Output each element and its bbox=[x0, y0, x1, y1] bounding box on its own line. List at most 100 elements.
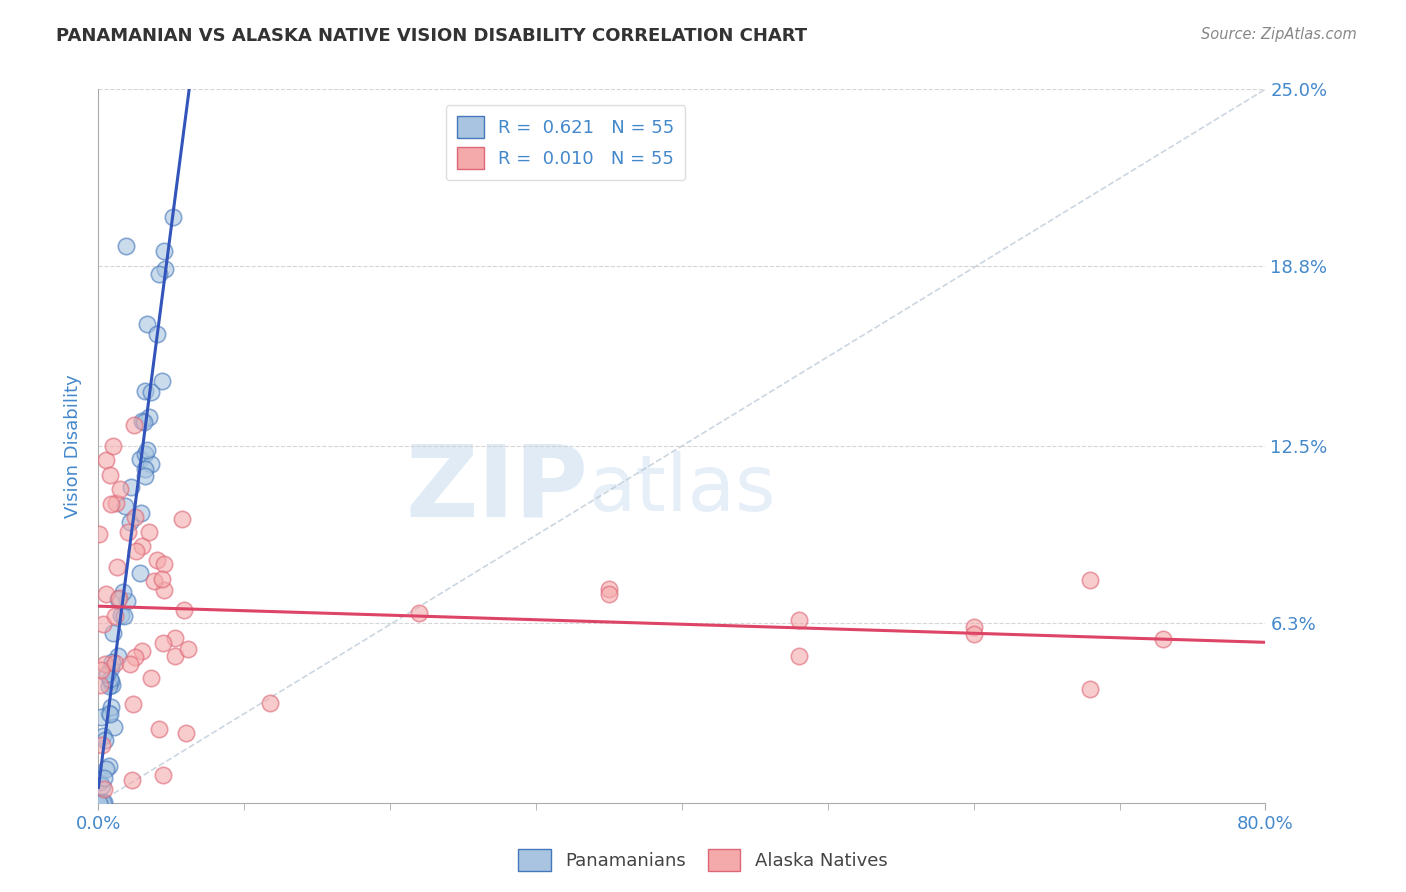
Point bbox=[150, 572, 173, 586]
Point bbox=[87, 796, 110, 810]
Point bbox=[146, 553, 169, 567]
Point bbox=[101, 439, 124, 453]
Point bbox=[98, 679, 121, 693]
Point bbox=[101, 678, 124, 692]
Point bbox=[134, 415, 156, 429]
Point bbox=[90, 664, 112, 678]
Point bbox=[96, 587, 118, 601]
Point bbox=[598, 587, 620, 601]
Point bbox=[162, 210, 184, 224]
Point bbox=[93, 795, 115, 809]
Point bbox=[104, 657, 127, 671]
Point bbox=[962, 627, 984, 641]
Point bbox=[174, 725, 197, 739]
Point bbox=[93, 657, 115, 671]
Point bbox=[1152, 632, 1174, 647]
Point bbox=[150, 374, 173, 388]
Point bbox=[129, 566, 152, 581]
Point bbox=[91, 779, 114, 793]
Point bbox=[173, 603, 195, 617]
Point bbox=[120, 515, 142, 529]
Point bbox=[103, 625, 125, 640]
Text: atlas: atlas bbox=[589, 450, 776, 527]
Point bbox=[259, 697, 281, 711]
Legend: Panamanians, Alaska Natives: Panamanians, Alaska Natives bbox=[512, 842, 894, 879]
Point bbox=[98, 672, 121, 686]
Point bbox=[90, 709, 112, 723]
Point bbox=[89, 796, 111, 810]
Point bbox=[163, 632, 186, 646]
Point bbox=[114, 499, 136, 513]
Point bbox=[110, 482, 132, 496]
Point bbox=[97, 758, 120, 772]
Point bbox=[136, 443, 159, 458]
Point bbox=[115, 594, 138, 608]
Point bbox=[138, 524, 160, 539]
Point bbox=[787, 649, 810, 664]
Point bbox=[134, 462, 156, 476]
Point bbox=[787, 613, 810, 627]
Point bbox=[172, 512, 194, 526]
Point bbox=[131, 643, 153, 657]
Point bbox=[134, 448, 156, 462]
Point bbox=[91, 729, 114, 743]
Point bbox=[124, 510, 146, 524]
Point bbox=[89, 678, 111, 692]
Point bbox=[98, 467, 121, 482]
Point bbox=[153, 557, 176, 571]
Y-axis label: Vision Disability: Vision Disability bbox=[65, 374, 83, 518]
Point bbox=[135, 317, 157, 331]
Point bbox=[138, 410, 160, 425]
Point bbox=[107, 592, 129, 607]
Text: ZIP: ZIP bbox=[406, 441, 589, 537]
Point bbox=[96, 762, 118, 776]
Point bbox=[112, 608, 135, 623]
Point bbox=[89, 775, 111, 789]
Point bbox=[134, 469, 156, 483]
Point bbox=[408, 606, 430, 620]
Point bbox=[117, 524, 139, 539]
Point bbox=[139, 458, 162, 472]
Point bbox=[94, 453, 117, 467]
Point bbox=[155, 261, 177, 276]
Point bbox=[129, 451, 152, 466]
Point bbox=[100, 497, 122, 511]
Point bbox=[98, 707, 121, 722]
Point bbox=[152, 636, 174, 650]
Point bbox=[148, 267, 170, 281]
Point bbox=[111, 585, 134, 599]
Point bbox=[89, 527, 111, 541]
Point bbox=[120, 480, 142, 494]
Point bbox=[131, 539, 153, 553]
Point bbox=[142, 574, 165, 588]
Point bbox=[105, 560, 128, 574]
Point bbox=[101, 655, 124, 669]
Point bbox=[124, 649, 146, 664]
Point bbox=[163, 648, 186, 663]
Point bbox=[148, 722, 170, 736]
Point bbox=[121, 697, 143, 711]
Point bbox=[91, 796, 114, 810]
Text: Source: ZipAtlas.com: Source: ZipAtlas.com bbox=[1201, 27, 1357, 42]
Point bbox=[121, 772, 143, 787]
Point bbox=[131, 414, 153, 428]
Point bbox=[91, 616, 114, 631]
Point bbox=[100, 700, 122, 714]
Point bbox=[100, 674, 122, 689]
Point bbox=[97, 706, 120, 720]
Point bbox=[91, 738, 114, 752]
Text: PANAMANIAN VS ALASKA NATIVE VISION DISABILITY CORRELATION CHART: PANAMANIAN VS ALASKA NATIVE VISION DISAB… bbox=[56, 27, 807, 45]
Point bbox=[153, 582, 176, 597]
Point bbox=[120, 657, 142, 671]
Point bbox=[93, 771, 115, 785]
Point bbox=[1080, 681, 1102, 696]
Point bbox=[96, 667, 118, 681]
Point bbox=[93, 781, 115, 796]
Point bbox=[104, 608, 127, 623]
Point bbox=[146, 326, 169, 341]
Point bbox=[152, 767, 174, 781]
Point bbox=[107, 591, 129, 605]
Point bbox=[962, 620, 984, 634]
Point bbox=[598, 582, 620, 597]
Point bbox=[100, 661, 122, 675]
